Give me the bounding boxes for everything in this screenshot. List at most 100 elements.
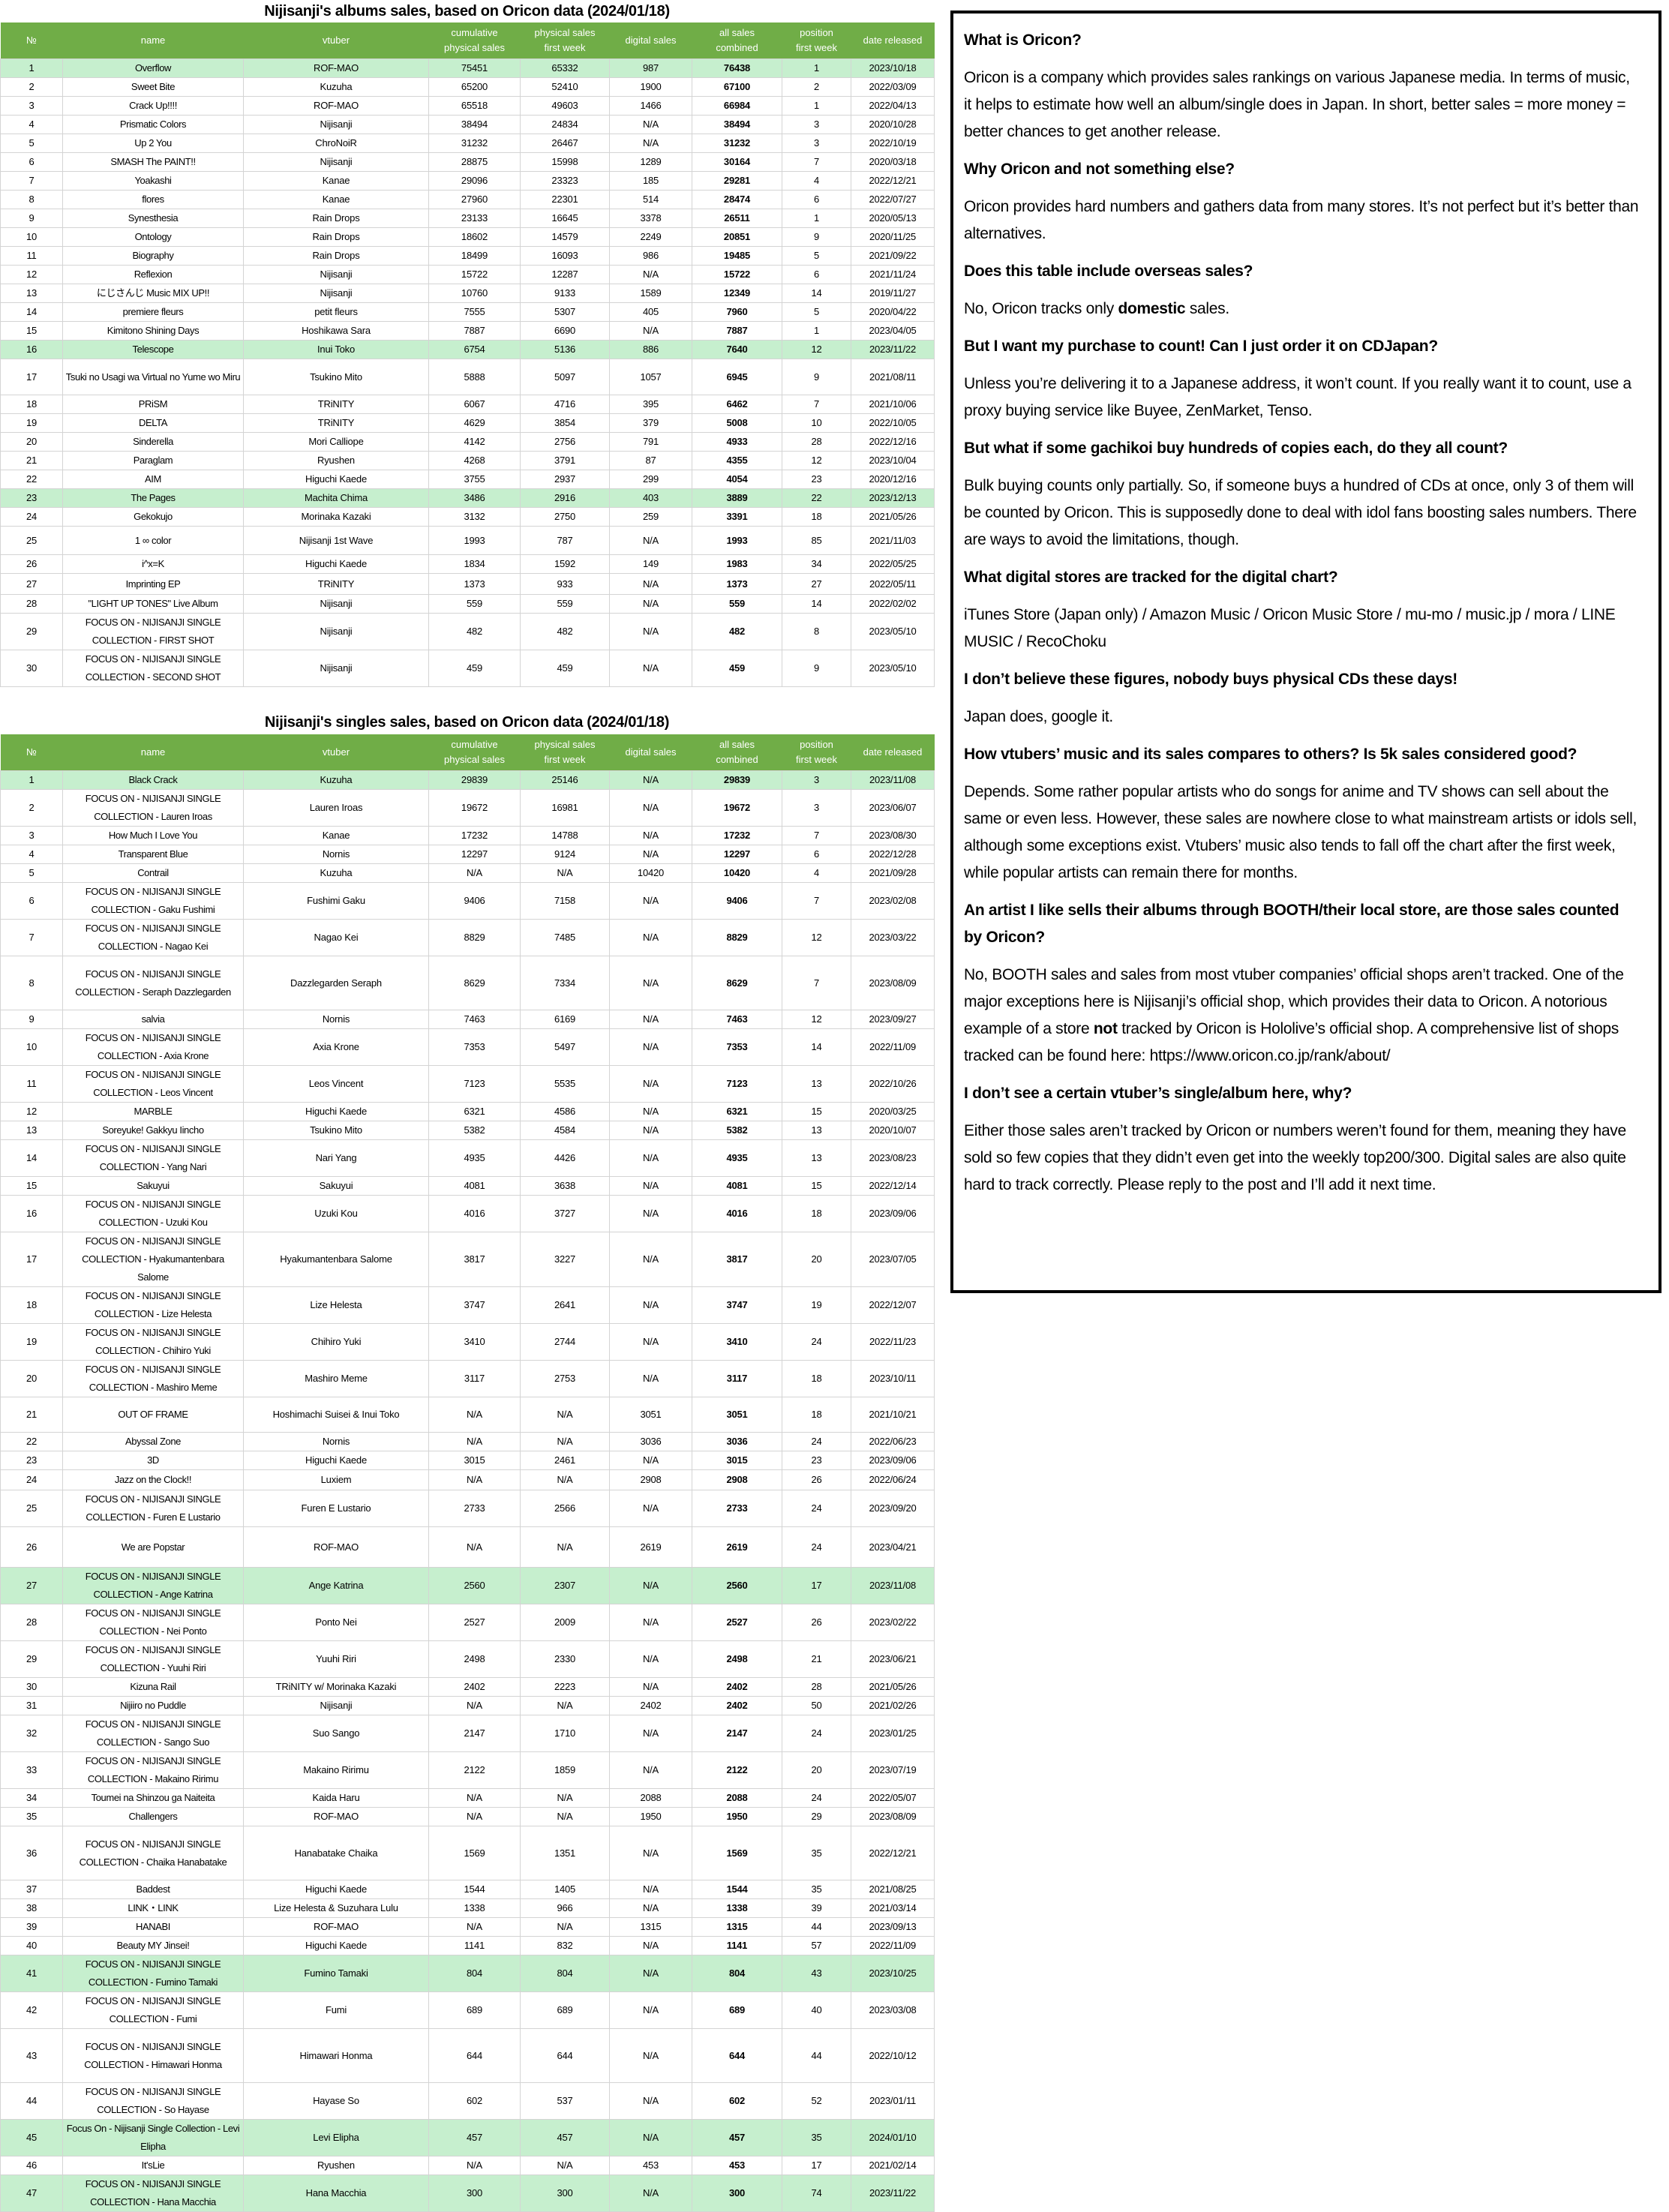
digital-sales-cell: N/A — [609, 1826, 692, 1880]
cumulative-physical-cell: 10760 — [428, 284, 521, 303]
faq-answer: iTunes Store (Japan only) / Amazon Music… — [964, 602, 1639, 656]
position-first-week-cell: 24 — [782, 1490, 851, 1527]
cumulative-physical-cell: 19672 — [428, 789, 521, 827]
name-cell: Reflexion — [62, 265, 244, 284]
vtuber-cell: Ponto Nei — [243, 1604, 429, 1641]
vtuber-cell: Hoshikawa Sara — [243, 321, 429, 341]
rank-cell: 47 — [0, 2174, 63, 2212]
digital-sales-cell: 3036 — [609, 1432, 692, 1451]
name-cell: Nijiiro no Puddle — [62, 1696, 244, 1715]
rank-cell: 21 — [0, 1397, 63, 1433]
vtuber-cell: Higuchi Kaede — [243, 554, 429, 574]
physical-first-week-cell: 1859 — [520, 1751, 610, 1789]
position-first-week-cell: 6 — [782, 190, 851, 209]
all-sales-combined-cell: 6945 — [692, 359, 782, 395]
digital-sales-cell: N/A — [609, 321, 692, 341]
digital-sales-cell: 149 — [609, 554, 692, 574]
physical-first-week-cell: 1351 — [520, 1826, 610, 1880]
vtuber-cell: ROF-MAO — [243, 1807, 429, 1826]
physical-first-week-cell: 644 — [520, 2028, 610, 2083]
vtuber-cell: Kuzuha — [243, 77, 429, 97]
header-row: № name vtuber cumulative physical sales physi… — [0, 23, 935, 59]
cumulative-physical-cell: 18499 — [428, 246, 521, 266]
rank-cell: 12 — [0, 265, 63, 284]
date-released-cell: 2021/05/26 — [851, 507, 935, 527]
faq-answer-text: Depends. Some rather popular artists who… — [964, 783, 1637, 881]
faq-question: How vtubers’ music and its sales compare… — [964, 746, 1577, 763]
name-cell: Telescope — [62, 340, 244, 359]
position-first-week-cell: 2 — [782, 77, 851, 97]
cumulative-physical-cell: 4142 — [428, 432, 521, 452]
physical-first-week-cell: 2307 — [520, 1567, 610, 1604]
name-cell: Abyssal Zone — [62, 1432, 244, 1451]
table-row: 19 FOCUS ON - NIJISANJI SINGLE COLLECTION… — [0, 1323, 935, 1361]
column-header-text: first week — [796, 754, 837, 765]
table-row: 25 FOCUS ON - NIJISANJI SINGLE COLLECTION… — [0, 1490, 935, 1527]
table-row: 25 1 ∞ color Nijisanji 1st Wave 1993 787 N/A 1… — [0, 526, 935, 555]
faq-answer-text: No, Oricon tracks only — [964, 300, 1118, 317]
column-header-all-sales-combined: all sales combined — [692, 23, 782, 59]
digital-sales-cell: N/A — [609, 613, 692, 650]
name-cell: FOCUS ON - NIJISANJI SINGLE COLLECTION -… — [62, 1604, 244, 1641]
physical-first-week-cell: 300 — [520, 2174, 610, 2212]
physical-first-week-cell: 1405 — [520, 1880, 610, 1899]
vtuber-cell: Nornis — [243, 1432, 429, 1451]
rank-cell: 2 — [0, 789, 63, 827]
physical-first-week-cell: 4716 — [520, 395, 610, 414]
date-released-cell: 2020/10/07 — [851, 1121, 935, 1140]
column-header-text: digital sales — [625, 746, 677, 758]
name-cell: FOCUS ON - NIJISANJI SINGLE COLLECTION -… — [62, 650, 244, 687]
date-released-cell: 2021/08/11 — [851, 359, 935, 395]
date-released-cell: 2022/11/23 — [851, 1323, 935, 1361]
name-cell: AIM — [62, 470, 244, 489]
name-cell: FOCUS ON - NIJISANJI SINGLE COLLECTION -… — [62, 789, 244, 827]
vtuber-cell: Tsukino Mito — [243, 1121, 429, 1140]
all-sales-combined-cell: 1141 — [692, 1936, 782, 1955]
date-released-cell: 2021/10/06 — [851, 395, 935, 414]
all-sales-combined-cell: 3391 — [692, 507, 782, 527]
date-released-cell: 2022/12/14 — [851, 1176, 935, 1196]
date-released-cell: 2023/08/09 — [851, 956, 935, 1010]
name-cell: FOCUS ON - NIJISANJI SINGLE COLLECTION -… — [62, 1490, 244, 1527]
cumulative-physical-cell: N/A — [428, 1917, 521, 1937]
digital-sales-cell: 395 — [609, 395, 692, 414]
table-row: 22 Abyssal Zone Nornis N/A N/A 3036 3036 24 2022… — [0, 1432, 935, 1451]
position-first-week-cell: 1 — [782, 96, 851, 116]
all-sales-combined-cell: 7640 — [692, 340, 782, 359]
column-header-vtuber: vtuber — [243, 23, 429, 59]
vtuber-cell: Kuzuha — [243, 863, 429, 883]
rank-cell: 9 — [0, 209, 63, 228]
name-cell: FOCUS ON - NIJISANJI SINGLE COLLECTION -… — [62, 2028, 244, 2083]
all-sales-combined-cell: 3117 — [692, 1360, 782, 1397]
date-released-cell: 2023/09/27 — [851, 1010, 935, 1029]
position-first-week-cell: 6 — [782, 845, 851, 864]
vtuber-cell: ROF-MAO — [243, 96, 429, 116]
position-first-week-cell: 8 — [782, 613, 851, 650]
name-cell: Crack Up!!!! — [62, 96, 244, 116]
vtuber-cell: Nagao Kei — [243, 919, 429, 956]
table-row: 28 FOCUS ON - NIJISANJI SINGLE COLLECTION… — [0, 1604, 935, 1641]
all-sales-combined-cell: 19485 — [692, 246, 782, 266]
rank-cell: 22 — [0, 1432, 63, 1451]
date-released-cell: 2023/08/09 — [851, 1807, 935, 1826]
physical-first-week-cell: 5136 — [520, 340, 610, 359]
cumulative-physical-cell: 2122 — [428, 1751, 521, 1789]
all-sales-combined-cell: 2908 — [692, 1469, 782, 1490]
position-first-week-cell: 52 — [782, 2082, 851, 2120]
all-sales-combined-cell: 4355 — [692, 451, 782, 470]
all-sales-combined-cell: 2498 — [692, 1640, 782, 1678]
vtuber-cell: Hyakumantenbara Salome — [243, 1232, 429, 1287]
cumulative-physical-cell: 7123 — [428, 1065, 521, 1103]
all-sales-combined-cell: 7960 — [692, 302, 782, 322]
cumulative-physical-cell: N/A — [428, 1397, 521, 1433]
digital-sales-cell: N/A — [609, 2174, 692, 2212]
name-cell: FOCUS ON - NIJISANJI SINGLE COLLECTION -… — [62, 882, 244, 920]
date-released-cell: 2020/11/25 — [851, 227, 935, 247]
cumulative-physical-cell: 3755 — [428, 470, 521, 489]
position-first-week-cell: 23 — [782, 1451, 851, 1470]
physical-first-week-cell: 16093 — [520, 246, 610, 266]
name-cell: Overflow — [62, 59, 244, 78]
faq-answer-text: sales. — [1185, 300, 1229, 317]
table-row: 11 Biography Rain Drops 18499 16093 986 19485 5… — [0, 246, 935, 266]
table-row: 24 Gekokujo Morinaka Kazaki 3132 2750 259 3391… — [0, 507, 935, 527]
